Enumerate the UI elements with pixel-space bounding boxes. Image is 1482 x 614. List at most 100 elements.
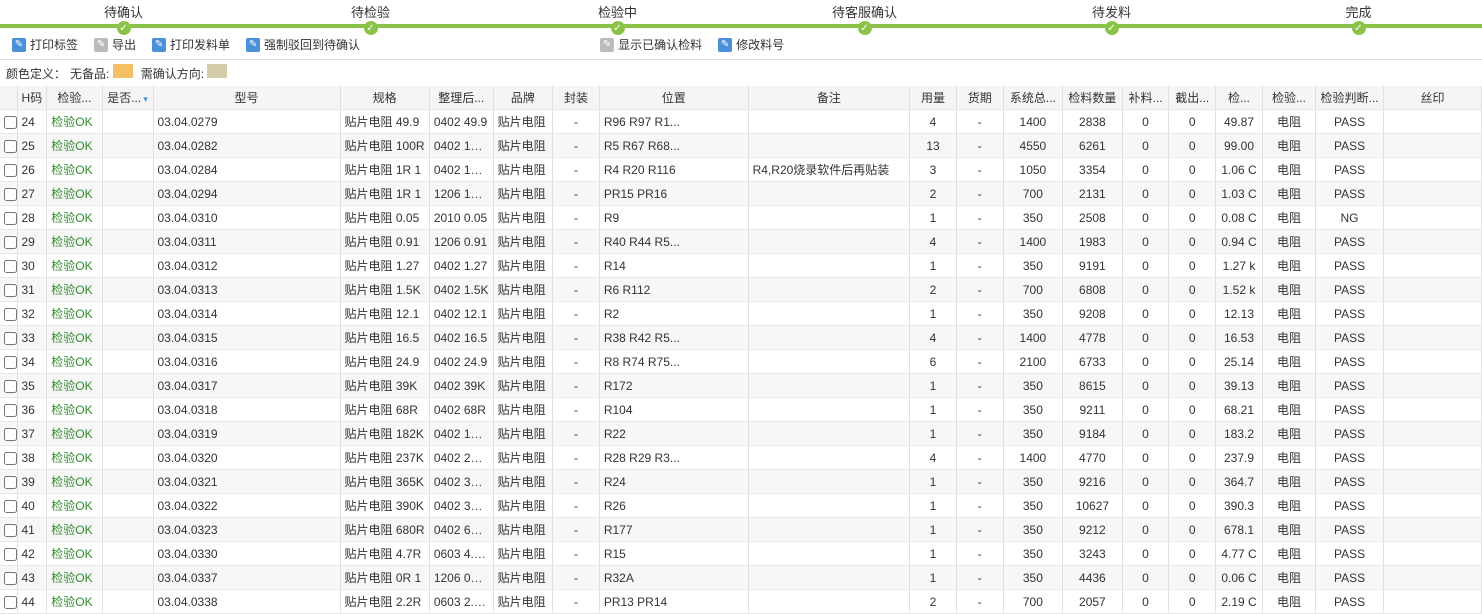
row-checkbox[interactable] (4, 404, 17, 417)
cell-model: 03.04.0318 (153, 398, 340, 422)
row-checkbox[interactable] (4, 500, 17, 513)
table-row[interactable]: 30检验OK03.04.0312贴片电阻 1.270402 1.27贴片电阻-R… (0, 254, 1482, 278)
column-header[interactable]: 品牌 (493, 86, 553, 110)
table-row[interactable]: 31检验OK03.04.0313贴片电阻 1.5K0402 1.5K贴片电阻-R… (0, 278, 1482, 302)
row-checkbox[interactable] (4, 332, 17, 345)
table-row[interactable]: 25检验OK03.04.0282贴片电阻 100R0402 100R贴片电阻-R… (0, 134, 1482, 158)
cell-supp: 0 (1122, 230, 1169, 254)
cell-model: 03.04.0321 (153, 470, 340, 494)
column-header[interactable]: 丝印 (1384, 86, 1482, 110)
table-row[interactable]: 36检验OK03.04.0318贴片电阻 68R0402 68R贴片电阻-R10… (0, 398, 1482, 422)
cell-chkqty: 6261 (1063, 134, 1123, 158)
table-row[interactable]: 41检验OK03.04.0323贴片电阻 680R0402 680R贴片电阻-R… (0, 518, 1482, 542)
column-header[interactable]: 是否...▾ (102, 86, 153, 110)
filter-icon[interactable]: ▾ (143, 94, 148, 104)
column-header[interactable]: 检料数量 (1063, 86, 1123, 110)
table-row[interactable]: 39检验OK03.04.0321贴片电阻 365K0402 365K贴片电阻-R… (0, 470, 1482, 494)
column-header[interactable]: 补料... (1122, 86, 1169, 110)
cell-ck: 1.06 C (1216, 158, 1263, 182)
column-header[interactable]: 货期 (956, 86, 1003, 110)
row-checkbox[interactable] (4, 548, 17, 561)
cell-pkg: - (553, 518, 600, 542)
row-checkbox[interactable] (4, 308, 17, 321)
table-row[interactable]: 38检验OK03.04.0320贴片电阻 237K0402 237K贴片电阻-R… (0, 446, 1482, 470)
row-checkbox[interactable] (4, 116, 17, 129)
cell-ck2: 电阻 (1262, 182, 1315, 206)
row-checkbox[interactable] (4, 596, 17, 609)
cell-chk (0, 206, 17, 230)
progress-step[interactable]: 检验中✓ (494, 0, 741, 30)
toolbar-button[interactable]: ✎强制驳回到待确认 (240, 34, 366, 55)
table-row[interactable]: 42检验OK03.04.0330贴片电阻 4.7R0603 4.7R贴片电阻-R… (0, 542, 1482, 566)
cell-due: - (956, 326, 1003, 350)
row-checkbox[interactable] (4, 164, 17, 177)
row-checkbox[interactable] (4, 572, 17, 585)
row-checkbox[interactable] (4, 380, 17, 393)
table-row[interactable]: 28检验OK03.04.0310贴片电阻 0.052010 0.05贴片电阻-R… (0, 206, 1482, 230)
column-header[interactable]: 截出... (1169, 86, 1216, 110)
row-checkbox[interactable] (4, 236, 17, 249)
column-header[interactable]: 检验判断... (1316, 86, 1384, 110)
column-header[interactable]: 封装 (553, 86, 600, 110)
table-row[interactable]: 32检验OK03.04.0314贴片电阻 12.10402 12.1贴片电阻-R… (0, 302, 1482, 326)
table-row[interactable]: 27检验OK03.04.0294贴片电阻 1R 11206 1R 1贴片电阻-P… (0, 182, 1482, 206)
column-header[interactable]: 整理后... (429, 86, 493, 110)
table-row[interactable]: 34检验OK03.04.0316贴片电阻 24.90402 24.9贴片电阻-R… (0, 350, 1482, 374)
row-checkbox[interactable] (4, 260, 17, 273)
toolbar-button-label: 打印发料单 (170, 36, 230, 53)
toolbar-button[interactable]: ✎打印标签 (6, 34, 84, 55)
toolbar: ✎打印标签✎导出✎打印发料单✎强制驳回到待确认 ✎显示已确认检料✎修改料号 (0, 30, 1482, 60)
cell-ck: 16.53 (1216, 326, 1263, 350)
toolbar-button[interactable]: ✎修改料号 (712, 34, 790, 55)
table-row[interactable]: 40检验OK03.04.0322贴片电阻 390K0402 390K贴片电阻-R… (0, 494, 1482, 518)
cell-brand: 贴片电阻 (493, 110, 553, 134)
table-row[interactable]: 26检验OK03.04.0284贴片电阻 1R 10402 1R 1贴片电阻-R… (0, 158, 1482, 182)
progress-step[interactable]: 完成✓ (1235, 0, 1482, 30)
row-checkbox[interactable] (4, 284, 17, 297)
row-checkbox[interactable] (4, 452, 17, 465)
column-header[interactable]: 检验... (1262, 86, 1315, 110)
column-header[interactable]: H码 (17, 86, 47, 110)
row-checkbox[interactable] (4, 140, 17, 153)
column-header[interactable]: 检... (1216, 86, 1263, 110)
column-header[interactable]: 规格 (340, 86, 429, 110)
row-checkbox[interactable] (4, 476, 17, 489)
table-row[interactable]: 37检验OK03.04.0319贴片电阻 182K0402 182K贴片电阻-R… (0, 422, 1482, 446)
cell-chk (0, 422, 17, 446)
table-row[interactable]: 33检验OK03.04.0315贴片电阻 16.50402 16.5贴片电阻-R… (0, 326, 1482, 350)
progress-step[interactable]: 待客服确认✓ (741, 0, 988, 30)
inspection-status: 检验OK (51, 355, 92, 369)
column-header-label: 是否... (107, 91, 141, 105)
cell-chkqty: 2131 (1063, 182, 1123, 206)
column-header-label: 补料... (1129, 91, 1163, 105)
cell-model: 03.04.0311 (153, 230, 340, 254)
progress-step[interactable]: 待确认✓ (0, 0, 247, 30)
row-checkbox[interactable] (4, 212, 17, 225)
row-checkbox[interactable] (4, 428, 17, 441)
toolbar-button[interactable]: ✎导出 (88, 34, 142, 55)
column-header[interactable]: 检验... (47, 86, 102, 110)
table-row[interactable]: 44检验OK03.04.0338贴片电阻 2.2R0603 2.2R贴片电阻-P… (0, 590, 1482, 614)
cell-after: 0603 2.2R (429, 590, 493, 614)
table-row[interactable]: 24检验OK03.04.0279贴片电阻 49.90402 49.9贴片电阻-R… (0, 110, 1482, 134)
row-checkbox[interactable] (4, 524, 17, 537)
column-header[interactable]: 用量 (910, 86, 957, 110)
column-header[interactable] (0, 86, 17, 110)
table-row[interactable]: 29检验OK03.04.0311贴片电阻 0.911206 0.91贴片电阻-R… (0, 230, 1482, 254)
column-header[interactable]: 型号 (153, 86, 340, 110)
column-header[interactable]: 系统总... (1003, 86, 1063, 110)
cell-brand: 贴片电阻 (493, 158, 553, 182)
toolbar-button[interactable]: ✎打印发料单 (146, 34, 236, 55)
column-header[interactable]: 位置 (599, 86, 748, 110)
toolbar-button[interactable]: ✎显示已确认检料 (594, 34, 708, 55)
progress-step[interactable]: 待检验✓ (247, 0, 494, 30)
table-row[interactable]: 35检验OK03.04.0317贴片电阻 39K0402 39K贴片电阻-R17… (0, 374, 1482, 398)
table-row[interactable]: 43检验OK03.04.0337贴片电阻 0R 11206 0R 5贴片电阻-R… (0, 566, 1482, 590)
cell-h: 44 (17, 590, 47, 614)
row-checkbox[interactable] (4, 188, 17, 201)
progress-step[interactable]: 待发料✓ (988, 0, 1235, 30)
cell-judge: PASS (1316, 230, 1384, 254)
cell-judge: PASS (1316, 542, 1384, 566)
row-checkbox[interactable] (4, 356, 17, 369)
column-header[interactable]: 备注 (748, 86, 910, 110)
